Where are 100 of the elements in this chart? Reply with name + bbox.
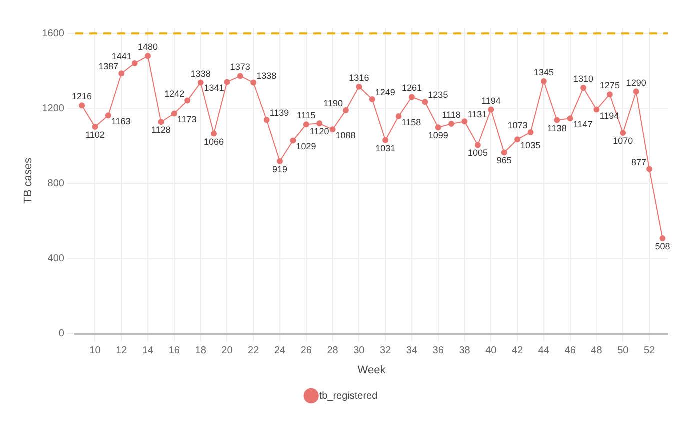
data-label: 1118: [442, 110, 461, 120]
point: [369, 96, 376, 102]
data-label: 1190: [324, 98, 343, 109]
point: [184, 98, 191, 104]
data-label: 1216: [72, 92, 92, 102]
point: [422, 99, 428, 106]
point: [567, 116, 574, 122]
point: [540, 78, 547, 84]
point: [211, 130, 218, 137]
data-label: 1338: [256, 70, 277, 81]
y-tick-label: 800: [48, 178, 65, 190]
data-label: 1115: [297, 110, 316, 121]
legend-label: tb_registered: [319, 390, 378, 402]
point: [79, 102, 86, 109]
data-label: 919: [272, 164, 288, 174]
y-tick-label: 400: [48, 254, 65, 265]
x-tick-label: 32: [380, 346, 392, 357]
data-label: 508: [655, 241, 670, 252]
point: [118, 70, 125, 77]
point: [554, 117, 560, 124]
y-tick-label: 1600: [42, 28, 65, 40]
data-label: 1088: [336, 130, 356, 141]
data-label: 877: [632, 157, 647, 168]
point: [620, 130, 626, 136]
x-tick-label: 36: [432, 346, 444, 357]
data-label: 1387: [98, 62, 119, 72]
data-label: 1073: [508, 120, 528, 130]
x-tick-label: 28: [327, 346, 339, 357]
data-label: 1131: [468, 110, 488, 120]
x-tick-label: 40: [486, 346, 498, 357]
point: [594, 106, 600, 113]
data-label: 1194: [481, 96, 501, 106]
x-tick-label: 38: [459, 346, 471, 357]
point: [488, 106, 494, 113]
point: [382, 137, 389, 144]
point: [528, 130, 534, 136]
point: [277, 158, 284, 164]
data-label: 1066: [204, 136, 224, 147]
x-tick-label: 46: [564, 346, 576, 357]
point: [408, 94, 415, 100]
x-tick-label: 24: [274, 346, 286, 357]
point: [435, 124, 442, 131]
point: [224, 79, 230, 86]
x-tick-label: 14: [142, 346, 154, 357]
point: [290, 138, 296, 144]
data-label: 1235: [428, 90, 448, 100]
x-tick-label: 20: [222, 346, 234, 357]
point: [646, 166, 653, 172]
data-label: 1338: [190, 68, 211, 79]
data-label: 1275: [600, 80, 620, 91]
data-label: 1120: [310, 126, 330, 137]
x-tick-label: 22: [248, 346, 260, 357]
point: [660, 235, 666, 242]
data-label: 1035: [520, 140, 541, 151]
y-tick-label: 1200: [42, 103, 65, 114]
point: [606, 92, 613, 98]
x-tick-label: 52: [644, 346, 656, 357]
y-tick-label: 0: [58, 328, 65, 340]
data-label: 1031: [376, 143, 396, 154]
data-label: 1249: [375, 87, 396, 98]
x-tick-label: 50: [618, 346, 630, 357]
x-tick-label: 30: [354, 346, 366, 357]
x-tick-label: 42: [512, 346, 524, 357]
x-tick-label: 26: [300, 346, 312, 357]
x-tick-label: 34: [406, 346, 418, 357]
data-label: 1261: [402, 83, 422, 94]
data-label: 1158: [402, 118, 422, 128]
data-label: 1147: [573, 120, 593, 130]
point: [171, 110, 178, 117]
data-label: 1441: [112, 51, 132, 62]
data-label: 1480: [138, 42, 158, 52]
y-axis-title: TB cases: [22, 157, 35, 204]
data-label: 1345: [534, 67, 554, 78]
x-tick-label: 12: [116, 346, 128, 357]
point: [92, 124, 98, 130]
point: [198, 80, 204, 86]
point: [330, 126, 336, 133]
point: [474, 142, 481, 148]
point: [264, 117, 270, 124]
data-label: 1102: [86, 130, 105, 140]
data-label: 1070: [613, 136, 634, 146]
x-tick-label: 16: [168, 346, 180, 357]
point: [145, 53, 152, 60]
data-label: 1310: [574, 74, 594, 84]
data-label: 1242: [164, 88, 185, 99]
x-axis-title: Week: [358, 364, 386, 376]
x-tick-label: 48: [591, 346, 603, 357]
point: [316, 120, 323, 127]
data-label: 1316: [349, 72, 370, 83]
data-label: 1139: [270, 108, 290, 118]
point: [514, 136, 521, 143]
data-label: 1128: [152, 125, 171, 136]
data-label: 1341: [204, 83, 224, 94]
data-label: 1005: [468, 148, 488, 158]
point: [342, 108, 349, 114]
data-label: 1138: [547, 123, 567, 134]
data-label: 1173: [177, 114, 197, 125]
x-tick-label: 44: [538, 346, 550, 357]
point: [132, 60, 138, 66]
point: [250, 80, 257, 86]
